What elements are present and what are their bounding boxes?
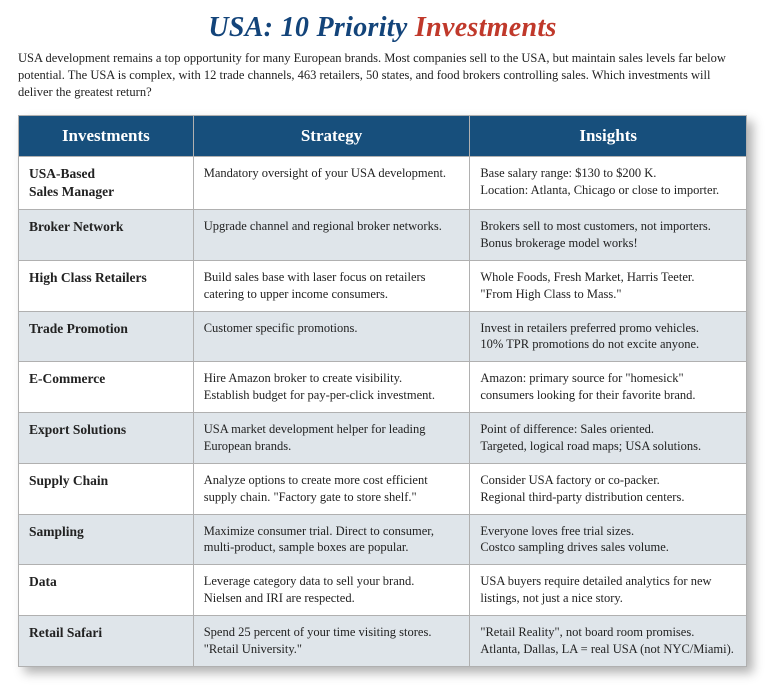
priority-table: Investments Strategy Insights USA-BasedS… [18,115,747,667]
table-row: SamplingMaximize consumer trial. Direct … [19,514,747,565]
cell-investment: High Class Retailers [19,260,194,311]
table-row: High Class RetailersBuild sales base wit… [19,260,747,311]
cell-insights: Base salary range: $130 to $200 K.Locati… [470,156,747,209]
page-title: USA: 10 Priority Investments [18,12,747,44]
cell-investment: Broker Network [19,210,194,261]
cell-insights: "Retail Reality", not board room promise… [470,616,747,667]
cell-insights: Brokers sell to most customers, not impo… [470,210,747,261]
cell-strategy: Leverage category data to sell your bran… [193,565,470,616]
table-row: Broker NetworkUpgrade channel and region… [19,210,747,261]
page-wrap: USA: 10 Priority Investments USA develop… [0,0,765,695]
cell-strategy: Upgrade channel and regional broker netw… [193,210,470,261]
cell-investment: E-Commerce [19,362,194,413]
cell-investment: USA-BasedSales Manager [19,156,194,209]
cell-insights: Everyone loves free trial sizes.Costco s… [470,514,747,565]
cell-strategy: Build sales base with laser focus on ret… [193,260,470,311]
table-row: DataLeverage category data to sell your … [19,565,747,616]
cell-insights: Consider USA factory or co-packer.Region… [470,463,747,514]
col-header-insights: Insights [470,115,747,156]
intro-paragraph: USA development remains a top opportunit… [18,50,747,101]
cell-investment: Trade Promotion [19,311,194,362]
col-header-investments: Investments [19,115,194,156]
cell-strategy: Mandatory oversight of your USA developm… [193,156,470,209]
cell-strategy: USA market development helper for leadin… [193,413,470,464]
table-row: Export SolutionsUSA market development h… [19,413,747,464]
cell-insights: Amazon: primary source for "homesick" co… [470,362,747,413]
col-header-strategy: Strategy [193,115,470,156]
table-row: USA-BasedSales ManagerMandatory oversigh… [19,156,747,209]
table-row: Supply ChainAnalyze options to create mo… [19,463,747,514]
cell-investment: Data [19,565,194,616]
cell-strategy: Hire Amazon broker to create visibility.… [193,362,470,413]
table-row: Trade PromotionCustomer specific promoti… [19,311,747,362]
cell-strategy: Spend 25 percent of your time visiting s… [193,616,470,667]
cell-investment: Retail Safari [19,616,194,667]
cell-insights: Point of difference: Sales oriented.Targ… [470,413,747,464]
title-usa: USA: [208,12,273,43]
title-last: Investments [415,12,557,43]
cell-strategy: Analyze options to create more cost effi… [193,463,470,514]
table-row: E-CommerceHire Amazon broker to create v… [19,362,747,413]
cell-investment: Sampling [19,514,194,565]
cell-investment: Supply Chain [19,463,194,514]
cell-strategy: Maximize consumer trial. Direct to consu… [193,514,470,565]
cell-insights: Invest in retailers preferred promo vehi… [470,311,747,362]
table-container: Investments Strategy Insights USA-BasedS… [18,115,747,667]
table-body: USA-BasedSales ManagerMandatory oversigh… [19,156,747,666]
table-row: Retail SafariSpend 25 percent of your ti… [19,616,747,667]
cell-insights: USA buyers require detailed analytics fo… [470,565,747,616]
title-mid: 10 Priority [281,12,408,43]
cell-insights: Whole Foods, Fresh Market, Harris Teeter… [470,260,747,311]
cell-strategy: Customer specific promotions. [193,311,470,362]
table-header-row: Investments Strategy Insights [19,115,747,156]
cell-investment: Export Solutions [19,413,194,464]
